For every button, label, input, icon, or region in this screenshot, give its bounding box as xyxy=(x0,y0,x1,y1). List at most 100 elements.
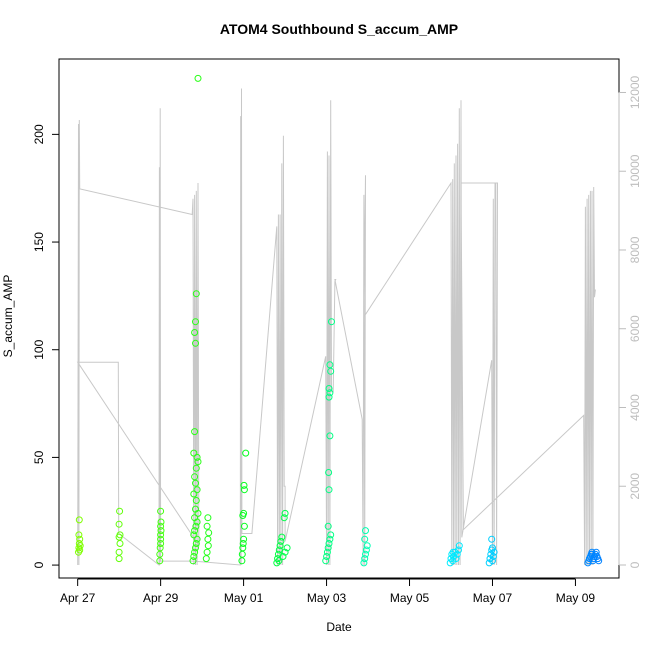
data-point xyxy=(325,385,333,392)
data-point xyxy=(194,74,202,82)
data-point xyxy=(362,550,369,558)
data-point xyxy=(192,290,200,298)
data-point xyxy=(489,553,497,560)
data-point xyxy=(204,535,212,543)
data-point xyxy=(324,544,332,552)
data-point xyxy=(283,544,291,552)
data-point xyxy=(362,527,369,535)
data-point xyxy=(191,473,199,481)
y2-tick-label: 12000 xyxy=(628,75,642,109)
data-point xyxy=(192,318,199,326)
data-point xyxy=(326,432,334,440)
data-point xyxy=(488,535,496,543)
axes-layer: Apr 27 Apr 29 May 01 May 03 May 05 May 07 May … xyxy=(32,75,642,605)
data-point xyxy=(490,548,498,556)
data-point xyxy=(115,520,123,528)
data-point xyxy=(194,458,202,466)
data-point xyxy=(449,548,457,556)
data-point xyxy=(191,329,199,336)
data-point xyxy=(192,505,199,513)
data-point xyxy=(157,531,165,539)
line-series-layer xyxy=(76,88,596,567)
x-tick-label: May 09 xyxy=(556,591,596,605)
data-point xyxy=(192,540,200,547)
data-point xyxy=(205,529,213,537)
scatter-layer xyxy=(75,74,603,567)
data-point xyxy=(203,548,211,556)
data-point xyxy=(157,535,165,543)
x-axis-label: Date xyxy=(326,620,352,634)
x-tick-label: May 05 xyxy=(390,591,430,605)
data-point xyxy=(157,540,165,547)
data-point xyxy=(327,367,335,375)
y-tick-label: 150 xyxy=(32,232,46,252)
data-point xyxy=(275,557,283,565)
data-point xyxy=(75,531,83,539)
data-point xyxy=(202,555,210,563)
data-point xyxy=(192,497,200,504)
data-point xyxy=(192,339,199,347)
data-point xyxy=(190,553,198,560)
y2-tick-label: 4000 xyxy=(628,394,642,421)
data-point xyxy=(322,557,330,565)
x-tick-label: May 07 xyxy=(473,591,513,605)
chart-title: ATOM4 Southbound S_accum_AMP xyxy=(220,21,458,37)
x-tick-label: May 03 xyxy=(307,591,347,605)
secondary-line xyxy=(76,88,596,567)
data-point xyxy=(489,557,496,565)
data-point xyxy=(453,550,461,558)
data-point xyxy=(363,542,371,550)
data-point xyxy=(116,531,124,539)
data-point xyxy=(277,537,285,545)
data-point xyxy=(192,479,199,487)
data-point xyxy=(281,548,289,556)
y2-tick-label: 8000 xyxy=(628,236,642,263)
data-point xyxy=(191,548,199,556)
data-point xyxy=(116,540,124,547)
data-point xyxy=(326,361,334,369)
data-point xyxy=(193,486,201,494)
data-point xyxy=(116,507,124,515)
data-point xyxy=(193,535,201,543)
plot-frame xyxy=(58,58,620,579)
data-point xyxy=(326,535,334,543)
data-point xyxy=(239,540,247,547)
data-point xyxy=(325,540,333,547)
data-point xyxy=(588,550,596,558)
data-point xyxy=(76,546,84,554)
data-point xyxy=(323,548,331,556)
y-tick-label: 200 xyxy=(32,124,46,144)
data-point xyxy=(592,548,600,556)
data-point xyxy=(279,553,287,560)
x-tick-label: May 01 xyxy=(224,591,264,605)
data-point xyxy=(115,548,123,556)
data-point xyxy=(325,393,333,401)
data-point xyxy=(190,531,198,539)
x-tick-label: Apr 29 xyxy=(143,591,179,605)
data-point xyxy=(325,469,333,476)
data-point xyxy=(156,544,164,552)
y-tick-label: 100 xyxy=(32,339,46,359)
data-point xyxy=(76,535,84,543)
data-point xyxy=(360,559,368,567)
data-point xyxy=(204,542,212,550)
y-axis-label: S_accum_AMP xyxy=(1,275,15,358)
data-point xyxy=(157,522,165,530)
data-point xyxy=(75,516,83,524)
data-point xyxy=(191,514,199,522)
data-point xyxy=(193,453,201,461)
data-point xyxy=(324,522,332,530)
data-point xyxy=(115,555,123,563)
data-point xyxy=(191,527,199,535)
data-point xyxy=(203,522,211,530)
data-point xyxy=(192,464,200,472)
x-tick-label: Apr 27 xyxy=(60,591,96,605)
data-point xyxy=(276,542,284,550)
data-point xyxy=(595,557,603,565)
data-point xyxy=(489,544,496,552)
data-point xyxy=(240,509,248,517)
data-point xyxy=(239,544,247,552)
data-point xyxy=(240,486,248,494)
